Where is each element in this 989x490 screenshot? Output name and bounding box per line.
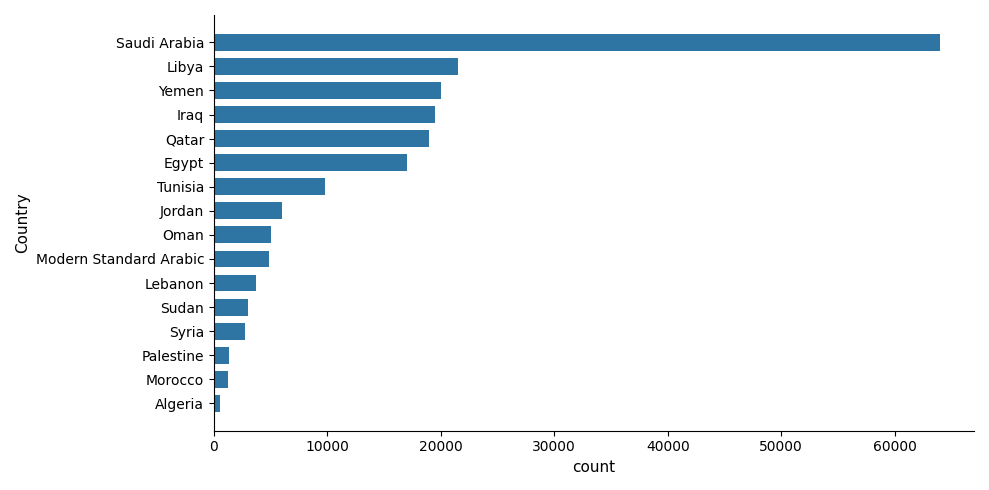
Bar	[214, 299, 248, 316]
Bar	[214, 178, 325, 195]
Bar	[214, 58, 458, 75]
Bar	[214, 395, 220, 412]
Y-axis label: Country: Country	[15, 193, 30, 253]
Bar	[214, 250, 269, 268]
Bar	[214, 323, 244, 340]
Bar	[214, 106, 435, 123]
Bar	[214, 82, 441, 99]
Bar	[214, 202, 282, 219]
Bar	[214, 371, 227, 388]
Bar	[214, 226, 271, 244]
Bar	[214, 274, 256, 292]
Bar	[214, 34, 940, 51]
Bar	[214, 130, 429, 147]
Bar	[214, 154, 406, 171]
Bar	[214, 347, 228, 364]
X-axis label: count: count	[573, 460, 615, 475]
